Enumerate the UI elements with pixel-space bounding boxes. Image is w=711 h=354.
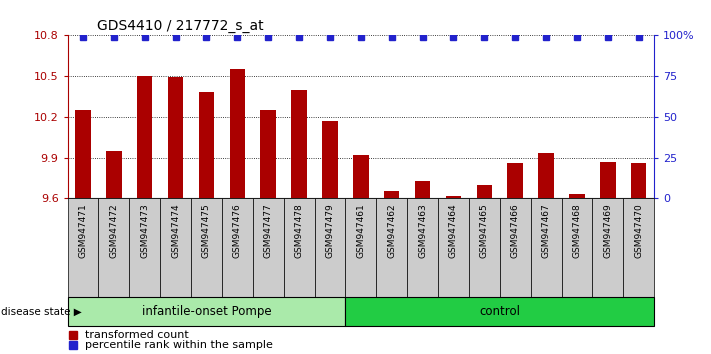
Bar [446, 195, 461, 198]
Bar [75, 110, 91, 198]
Bar [253, 198, 284, 297]
Text: GSM947474: GSM947474 [171, 203, 180, 258]
Text: GSM947477: GSM947477 [264, 203, 273, 258]
Bar [191, 198, 222, 297]
Text: infantile-onset Pompe: infantile-onset Pompe [141, 305, 272, 318]
Bar [376, 198, 407, 297]
Text: GSM947461: GSM947461 [356, 203, 365, 258]
Bar [624, 198, 654, 297]
Bar [508, 163, 523, 198]
Bar [222, 198, 253, 297]
Bar [469, 198, 500, 297]
Text: GSM947470: GSM947470 [634, 203, 643, 258]
Bar [538, 154, 554, 198]
Bar [346, 297, 654, 326]
Text: disease state ▶: disease state ▶ [1, 307, 82, 316]
Bar [292, 90, 307, 198]
Text: GSM947475: GSM947475 [202, 203, 211, 258]
Bar [346, 198, 376, 297]
Bar [562, 198, 592, 297]
Text: GSM947478: GSM947478 [294, 203, 304, 258]
Bar [530, 198, 562, 297]
Bar [314, 198, 346, 297]
Text: GSM947464: GSM947464 [449, 203, 458, 258]
Bar [600, 162, 616, 198]
Bar [98, 198, 129, 297]
Text: GSM947466: GSM947466 [510, 203, 520, 258]
Text: transformed count: transformed count [85, 330, 189, 340]
Text: GDS4410 / 217772_s_at: GDS4410 / 217772_s_at [97, 19, 264, 33]
Bar [68, 198, 98, 297]
Text: GSM947476: GSM947476 [232, 203, 242, 258]
Text: percentile rank within the sample: percentile rank within the sample [85, 339, 273, 349]
Text: GSM947469: GSM947469 [604, 203, 612, 258]
Bar [353, 155, 368, 198]
Text: GSM947479: GSM947479 [326, 203, 334, 258]
Text: GSM947468: GSM947468 [572, 203, 582, 258]
Text: GSM947471: GSM947471 [78, 203, 87, 258]
Bar [68, 297, 346, 326]
Bar [592, 198, 624, 297]
Bar [137, 76, 152, 198]
Bar [384, 192, 400, 198]
Text: control: control [479, 305, 520, 318]
Text: GSM947473: GSM947473 [140, 203, 149, 258]
Bar [570, 194, 584, 198]
Bar [260, 110, 276, 198]
Text: GSM947467: GSM947467 [542, 203, 550, 258]
Bar [407, 198, 438, 297]
Bar [284, 198, 314, 297]
Bar [322, 121, 338, 198]
Bar [129, 198, 160, 297]
Bar [168, 78, 183, 198]
Text: GSM947465: GSM947465 [480, 203, 489, 258]
Bar [199, 92, 214, 198]
Text: GSM947462: GSM947462 [387, 203, 396, 258]
Bar [106, 151, 122, 198]
Bar [500, 198, 530, 297]
Bar [160, 198, 191, 297]
Text: GSM947472: GSM947472 [109, 203, 118, 258]
Bar [415, 181, 430, 198]
Bar [631, 163, 646, 198]
Bar [230, 69, 245, 198]
Text: GSM947463: GSM947463 [418, 203, 427, 258]
Bar [438, 198, 469, 297]
Bar [476, 185, 492, 198]
